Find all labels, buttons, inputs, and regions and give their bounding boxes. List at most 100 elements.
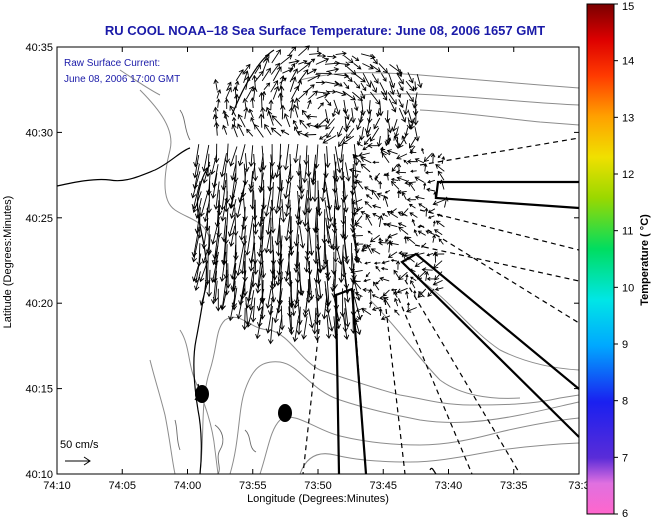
current-vector xyxy=(374,177,380,183)
current-vector xyxy=(270,79,279,93)
current-vector xyxy=(426,252,434,257)
current-vector xyxy=(368,288,374,300)
current-vector xyxy=(318,134,328,140)
current-vector xyxy=(267,217,274,255)
current-vector xyxy=(432,260,443,269)
current-vector xyxy=(245,280,254,309)
current-vector xyxy=(215,288,222,312)
current-vector xyxy=(406,302,410,309)
current-vector xyxy=(265,288,272,309)
current-vector xyxy=(331,279,337,299)
current-vector xyxy=(326,89,337,94)
current-vector xyxy=(237,123,245,136)
current-vector xyxy=(196,216,203,239)
current-vector xyxy=(303,132,317,138)
current-vector xyxy=(293,143,299,164)
current-vector xyxy=(212,260,218,283)
current-vector xyxy=(413,81,418,92)
current-vector xyxy=(331,108,336,118)
current-vector xyxy=(191,236,200,263)
current-vector xyxy=(437,170,445,181)
current-vector xyxy=(308,90,318,100)
current-vector xyxy=(387,91,397,105)
current-vector xyxy=(408,203,416,209)
current-vector xyxy=(303,145,309,166)
current-vector xyxy=(320,171,326,203)
current-vector xyxy=(267,110,274,126)
current-vector xyxy=(191,226,200,258)
current-vector xyxy=(367,142,380,149)
current-vector xyxy=(199,279,209,306)
current-vector xyxy=(254,123,264,138)
current-vector xyxy=(397,211,408,217)
current-vector xyxy=(342,90,356,101)
current-vector xyxy=(396,64,403,78)
current-vector xyxy=(258,113,265,128)
current-vector xyxy=(416,270,427,280)
current-vector xyxy=(369,174,373,181)
current-vector xyxy=(372,160,380,164)
current-vector xyxy=(284,190,291,218)
current-vector xyxy=(202,161,211,184)
current-vector xyxy=(343,270,350,290)
y-axis-label: Latitude (Degrees:Minutes) xyxy=(2,196,14,329)
current-vector xyxy=(441,156,446,165)
current-vector xyxy=(216,98,221,108)
current-vector xyxy=(351,233,363,239)
current-vector xyxy=(339,288,346,317)
current-vector xyxy=(306,180,312,214)
current-vector xyxy=(235,243,245,277)
current-vector xyxy=(354,314,364,323)
scale-vector: 50 cm/s xyxy=(60,439,99,466)
current-vector xyxy=(355,242,364,247)
x-tick-label: 73:3 xyxy=(568,480,589,492)
current-vector xyxy=(194,207,201,234)
current-vector xyxy=(438,238,444,245)
current-vector xyxy=(314,317,320,342)
x-tick-label: 74:00 xyxy=(174,480,202,492)
current-vector xyxy=(371,73,379,84)
current-vector xyxy=(296,306,302,336)
current-vector xyxy=(427,179,436,184)
current-vector xyxy=(280,54,293,65)
current-vector xyxy=(216,89,222,99)
current-vector xyxy=(324,200,332,230)
current-vector xyxy=(370,80,378,93)
current-vector xyxy=(410,169,417,173)
current-vector xyxy=(332,161,338,181)
current-vector xyxy=(294,97,300,110)
current-vector xyxy=(343,55,354,64)
current-vector xyxy=(225,86,232,100)
current-vector xyxy=(322,135,337,144)
current-vector xyxy=(405,307,417,313)
colorbar-tick-label: 9 xyxy=(622,339,628,351)
current-vector xyxy=(353,80,361,89)
current-vector xyxy=(362,63,374,70)
current-vector xyxy=(371,189,380,200)
current-vector xyxy=(354,256,362,264)
current-vector xyxy=(432,279,443,286)
current-vector xyxy=(279,75,286,90)
current-vector xyxy=(396,72,404,85)
current-vector xyxy=(413,290,417,297)
current-vector xyxy=(274,190,280,215)
current-vector xyxy=(363,278,371,283)
current-vector xyxy=(424,270,429,281)
current-vector xyxy=(236,288,245,320)
current-vector xyxy=(345,162,351,182)
current-vector xyxy=(192,191,202,214)
current-vector xyxy=(235,69,244,81)
current-vector xyxy=(258,91,265,109)
current-vector xyxy=(432,234,436,243)
current-vector xyxy=(276,288,283,314)
current-vector xyxy=(201,244,211,264)
current-vector xyxy=(244,217,254,256)
current-vector xyxy=(283,261,290,283)
current-vector xyxy=(288,59,300,65)
current-vector xyxy=(390,177,399,182)
current-vector xyxy=(299,119,308,129)
current-vector xyxy=(352,279,362,290)
current-vector xyxy=(406,236,416,245)
current-vector xyxy=(415,252,425,257)
current-vector xyxy=(353,100,359,112)
